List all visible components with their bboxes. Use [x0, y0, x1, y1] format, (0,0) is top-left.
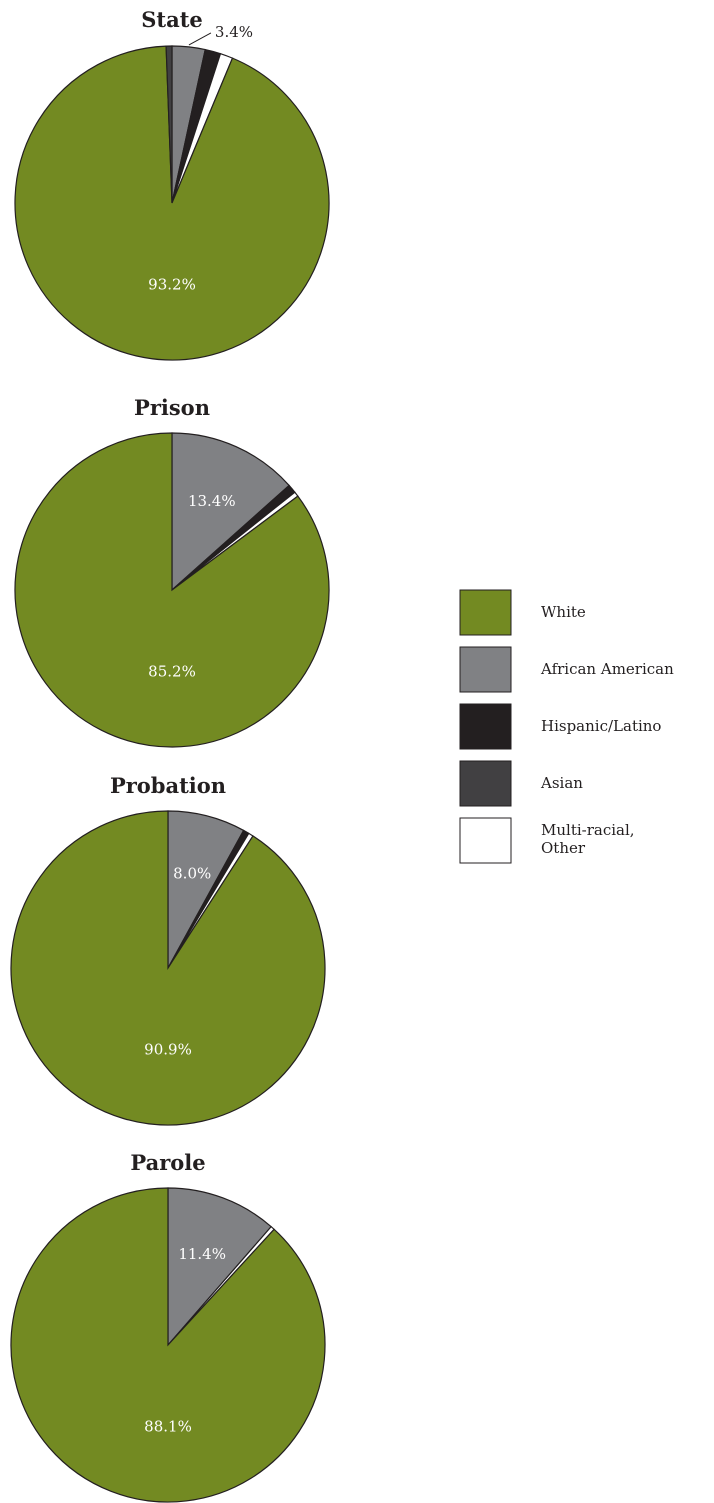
- data-label-african-american: 11.4%: [178, 1245, 226, 1263]
- legend-item-african-american: African American: [459, 646, 674, 693]
- data-label-white: 85.2%: [148, 663, 196, 681]
- pie-title: Probation: [110, 773, 226, 798]
- data-label-african-american: 8.0%: [173, 865, 211, 883]
- legend-item-asian: Asian: [459, 760, 583, 807]
- pie-slice-white: [14, 45, 330, 361]
- pie-chart-prison: Prison 13.4% 85.2%: [14, 395, 330, 748]
- data-label-white: 88.1%: [144, 1418, 192, 1436]
- data-label-leader-line: [188, 32, 212, 46]
- legend-label: Asian: [540, 774, 583, 792]
- legend-label: Hispanic/Latino: [541, 717, 661, 735]
- legend-swatch: [459, 646, 512, 693]
- legend-item-multi-racial-other: Multi-racial, Other: [459, 817, 635, 864]
- pie-title: Parole: [130, 1150, 205, 1175]
- legend-label: African American: [540, 660, 674, 678]
- legend-swatch: [459, 703, 512, 750]
- legend-label: Multi-racial, Other: [541, 821, 635, 857]
- data-label-african-american: 13.4%: [188, 492, 236, 510]
- pie-slice-african-american: [171, 432, 290, 592]
- legend-swatch: [459, 760, 512, 807]
- pie-slice-white: [10, 810, 326, 1126]
- legend-swatch: [459, 817, 512, 864]
- legend-item-white: White: [459, 589, 586, 636]
- data-label-white: 93.2%: [148, 276, 196, 294]
- data-label-white: 90.9%: [144, 1041, 192, 1059]
- pie-slice-white: [14, 432, 330, 748]
- legend: White African American Hispanic/Latino Asia…: [459, 589, 674, 864]
- pie-slice-asian: [165, 45, 173, 204]
- pie-title: Prison: [134, 395, 210, 420]
- pie-chart-probation: Probation 8.0% 90.9%: [10, 773, 326, 1126]
- pie-slice-african-american: [167, 1187, 273, 1347]
- legend-item-hispanic-latino: Hispanic/Latino: [459, 703, 661, 750]
- data-label-african-american: 3.4%: [215, 23, 253, 41]
- pie-chart-parole: Parole 11.4% 88.1%: [10, 1150, 326, 1503]
- legend-label: White: [541, 603, 586, 621]
- pie-chart-state: State 3.4% 93.2%: [14, 7, 330, 361]
- pie-slice-white: [10, 1187, 326, 1503]
- legend-swatch: [459, 589, 512, 636]
- pie-title: State: [141, 7, 203, 32]
